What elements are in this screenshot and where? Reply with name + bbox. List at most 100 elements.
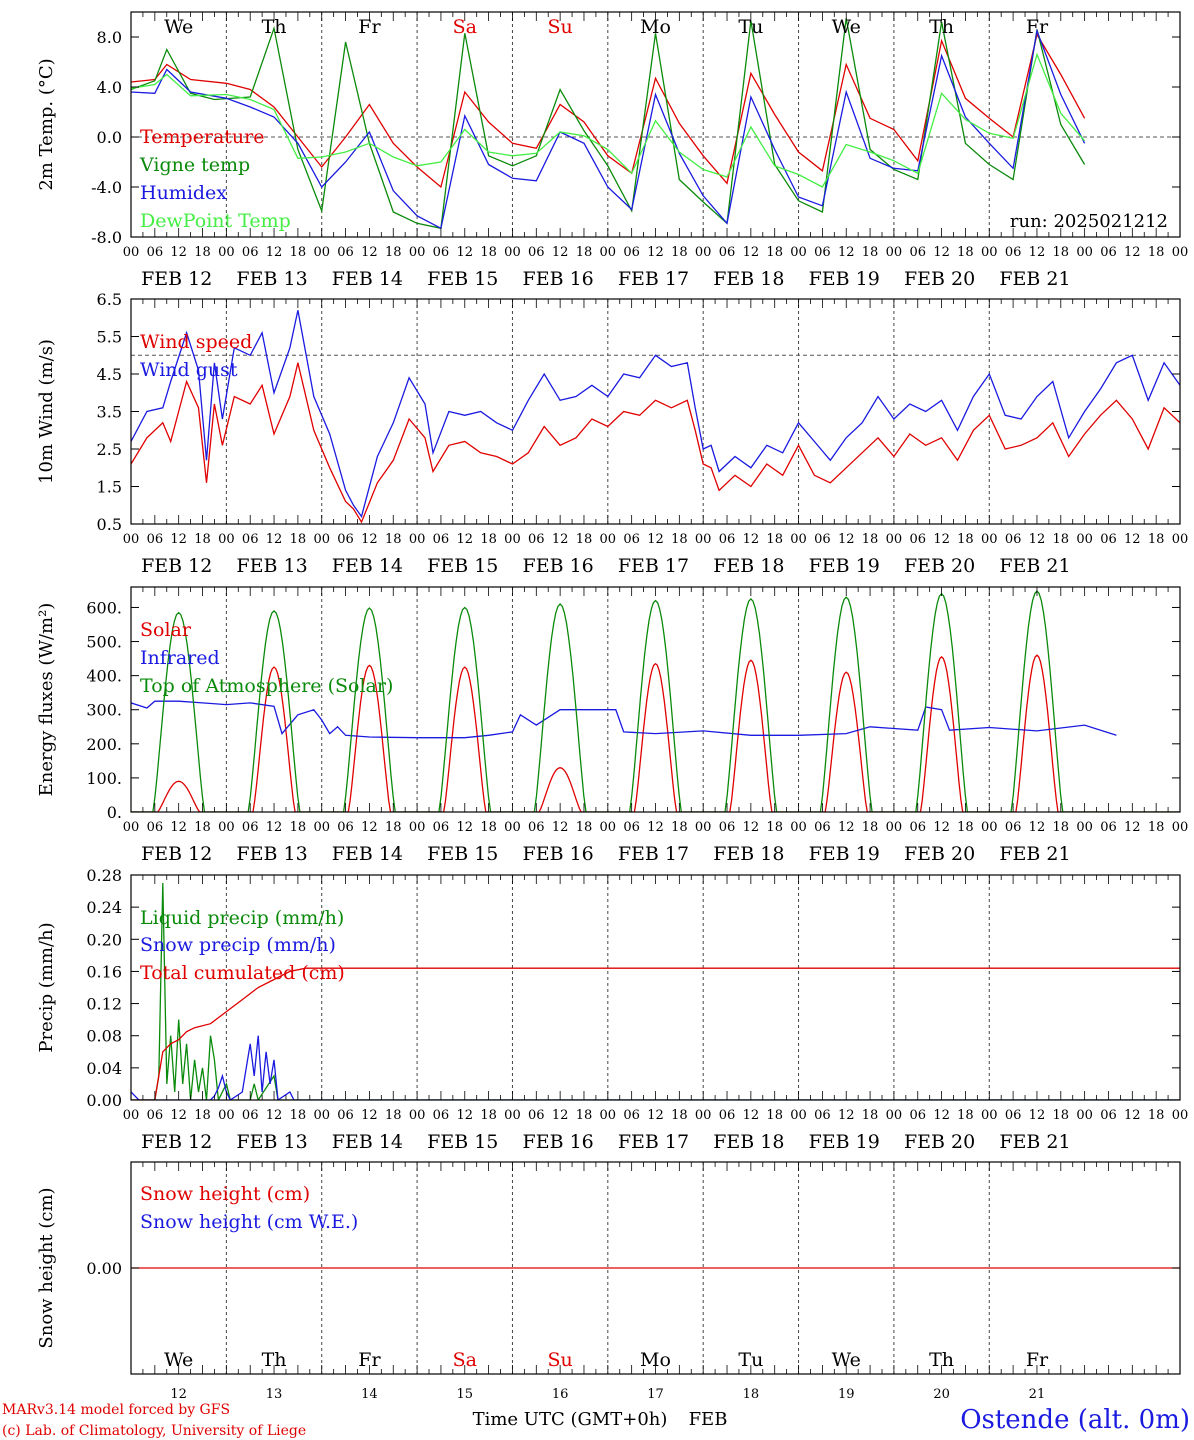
weekday-label: Su xyxy=(548,16,573,38)
y-axis-label: Snow height (cm) xyxy=(36,1187,57,1348)
x-tick-label: 00 xyxy=(981,1108,998,1123)
x-tick-label: 18 xyxy=(1053,532,1070,547)
x-tick-label: 18 xyxy=(194,245,211,260)
x-tick-label: 12 xyxy=(266,245,283,260)
x-tick-label: 06 xyxy=(1005,1108,1022,1123)
x-tick-label: 00 xyxy=(504,820,521,835)
x-tick-label: 06 xyxy=(814,820,831,835)
x-tick-label: 06 xyxy=(242,820,259,835)
x-tick-label: 12 xyxy=(838,245,855,260)
x-tick-label: 06 xyxy=(814,245,831,260)
x-tick-label: 18 xyxy=(671,532,688,547)
x-tick-label: 12 xyxy=(1124,1108,1141,1123)
x-tick-label: 00 xyxy=(600,820,617,835)
date-label: FEB 17 xyxy=(618,555,689,577)
x-tick-label: 06 xyxy=(242,1108,259,1123)
panel-precip: 0.00 0.04 0.08 0.12 0.16 0.20 0.24 0.28 Precip (… xyxy=(36,866,1188,1153)
date-label: FEB 12 xyxy=(141,843,212,865)
x-tick-label: 00 xyxy=(409,532,426,547)
y-tick-label: 0.12 xyxy=(86,995,122,1014)
x-tick-label: 12 xyxy=(456,1108,473,1123)
y-tick-label: 0.20 xyxy=(86,930,122,949)
date-label: FEB 12 xyxy=(141,1131,212,1153)
x-tick-label: 06 xyxy=(147,245,164,260)
legend-entry: Wind gust xyxy=(140,359,238,381)
x-tick-label: 06 xyxy=(909,245,926,260)
x-tick-label: 18 xyxy=(766,1108,783,1123)
y-tick-label: 0.28 xyxy=(86,866,122,885)
x-tick-label: 06 xyxy=(433,820,450,835)
date-label: FEB 21 xyxy=(999,555,1070,577)
x-tick-label: 00 xyxy=(790,245,807,260)
x-tick-label: 12 xyxy=(647,532,664,547)
x-tick-label: 00 xyxy=(1076,532,1093,547)
day-number-label: 15 xyxy=(456,1387,473,1402)
x-tick-label: 18 xyxy=(766,820,783,835)
x-tick-label: 18 xyxy=(1148,820,1165,835)
x-tick-label: 12 xyxy=(361,532,378,547)
y-tick-label: 0.08 xyxy=(86,1027,122,1046)
x-tick-label: 06 xyxy=(1005,245,1022,260)
x-tick-label: 06 xyxy=(1005,532,1022,547)
date-label: FEB 14 xyxy=(332,555,403,577)
date-label: FEB 20 xyxy=(904,268,975,290)
series-line-temperature xyxy=(131,32,1086,189)
x-tick-label: 12 xyxy=(933,245,950,260)
x-tick-label: 18 xyxy=(862,245,879,260)
weekday-label: We xyxy=(832,1349,861,1371)
x-tick-label: 06 xyxy=(337,245,354,260)
x-tick-label: 00 xyxy=(886,532,903,547)
x-tick-label: 06 xyxy=(528,245,545,260)
series-group xyxy=(131,18,1086,230)
legend-entry: Snow height (cm W.E.) xyxy=(140,1211,358,1233)
day-number-label: 12 xyxy=(170,1387,187,1402)
x-tick-label: 00 xyxy=(981,532,998,547)
x-tick-label: 00 xyxy=(981,820,998,835)
x-tick-label: 06 xyxy=(337,1108,354,1123)
date-label: FEB 19 xyxy=(809,1131,880,1153)
series-line-humidex xyxy=(131,28,1086,230)
x-tick-label: 18 xyxy=(671,1108,688,1123)
x-tick-label: 00 xyxy=(504,245,521,260)
y-tick-label: 0.0 xyxy=(97,128,122,147)
x-tick-label: 00 xyxy=(218,245,235,260)
date-label: FEB 18 xyxy=(713,1131,784,1153)
x-tick-label: 06 xyxy=(623,245,640,260)
x-tick-label: 00 xyxy=(886,245,903,260)
lab-credit: (c) Lab. of Climatology, University of L… xyxy=(2,1423,306,1439)
x-tick-label: 00 xyxy=(1172,820,1189,835)
x-tick-label: 18 xyxy=(1053,1108,1070,1123)
panel-snow: 0.00 Snow height (cm) Snow height (cm) Snow… xyxy=(36,1161,1181,1402)
y-axis-label: 10m Wind (m/s) xyxy=(36,339,57,484)
run-label: run: 2025021212 xyxy=(1010,211,1168,232)
x-tick-label: 00 xyxy=(123,820,140,835)
x-tick-label: 18 xyxy=(957,532,974,547)
x-tick-label: 12 xyxy=(266,532,283,547)
x-tick-label: 12 xyxy=(456,245,473,260)
x-tick-label: 00 xyxy=(1172,245,1189,260)
x-tick-label: 12 xyxy=(170,245,187,260)
x-tick-label: 00 xyxy=(695,820,712,835)
y-tick-label: 500. xyxy=(86,633,122,652)
x-tick-label: 00 xyxy=(218,1108,235,1123)
x-tick-label: 18 xyxy=(385,245,402,260)
x-tick-label: 12 xyxy=(170,532,187,547)
weekday-label: Th xyxy=(929,1349,954,1371)
x-tick-label: 00 xyxy=(886,820,903,835)
x-tick-label: 00 xyxy=(886,1108,903,1123)
x-tick-label: 12 xyxy=(933,532,950,547)
date-label: FEB 13 xyxy=(236,268,307,290)
x-tick-label: 06 xyxy=(242,245,259,260)
x-tick-label: 00 xyxy=(600,532,617,547)
weekday-label: We xyxy=(164,16,193,38)
x-tick-label: 06 xyxy=(909,532,926,547)
y-tick-label: 0.04 xyxy=(86,1059,122,1078)
legend-entry: Infrared xyxy=(140,647,220,669)
x-tick-label: 00 xyxy=(218,820,235,835)
x-tick-label: 06 xyxy=(814,1108,831,1123)
y-tick-label: 0.5 xyxy=(97,515,122,534)
x-tick-label: 00 xyxy=(1172,1108,1189,1123)
x-tick-label: 12 xyxy=(266,820,283,835)
date-label: FEB 14 xyxy=(332,1131,403,1153)
